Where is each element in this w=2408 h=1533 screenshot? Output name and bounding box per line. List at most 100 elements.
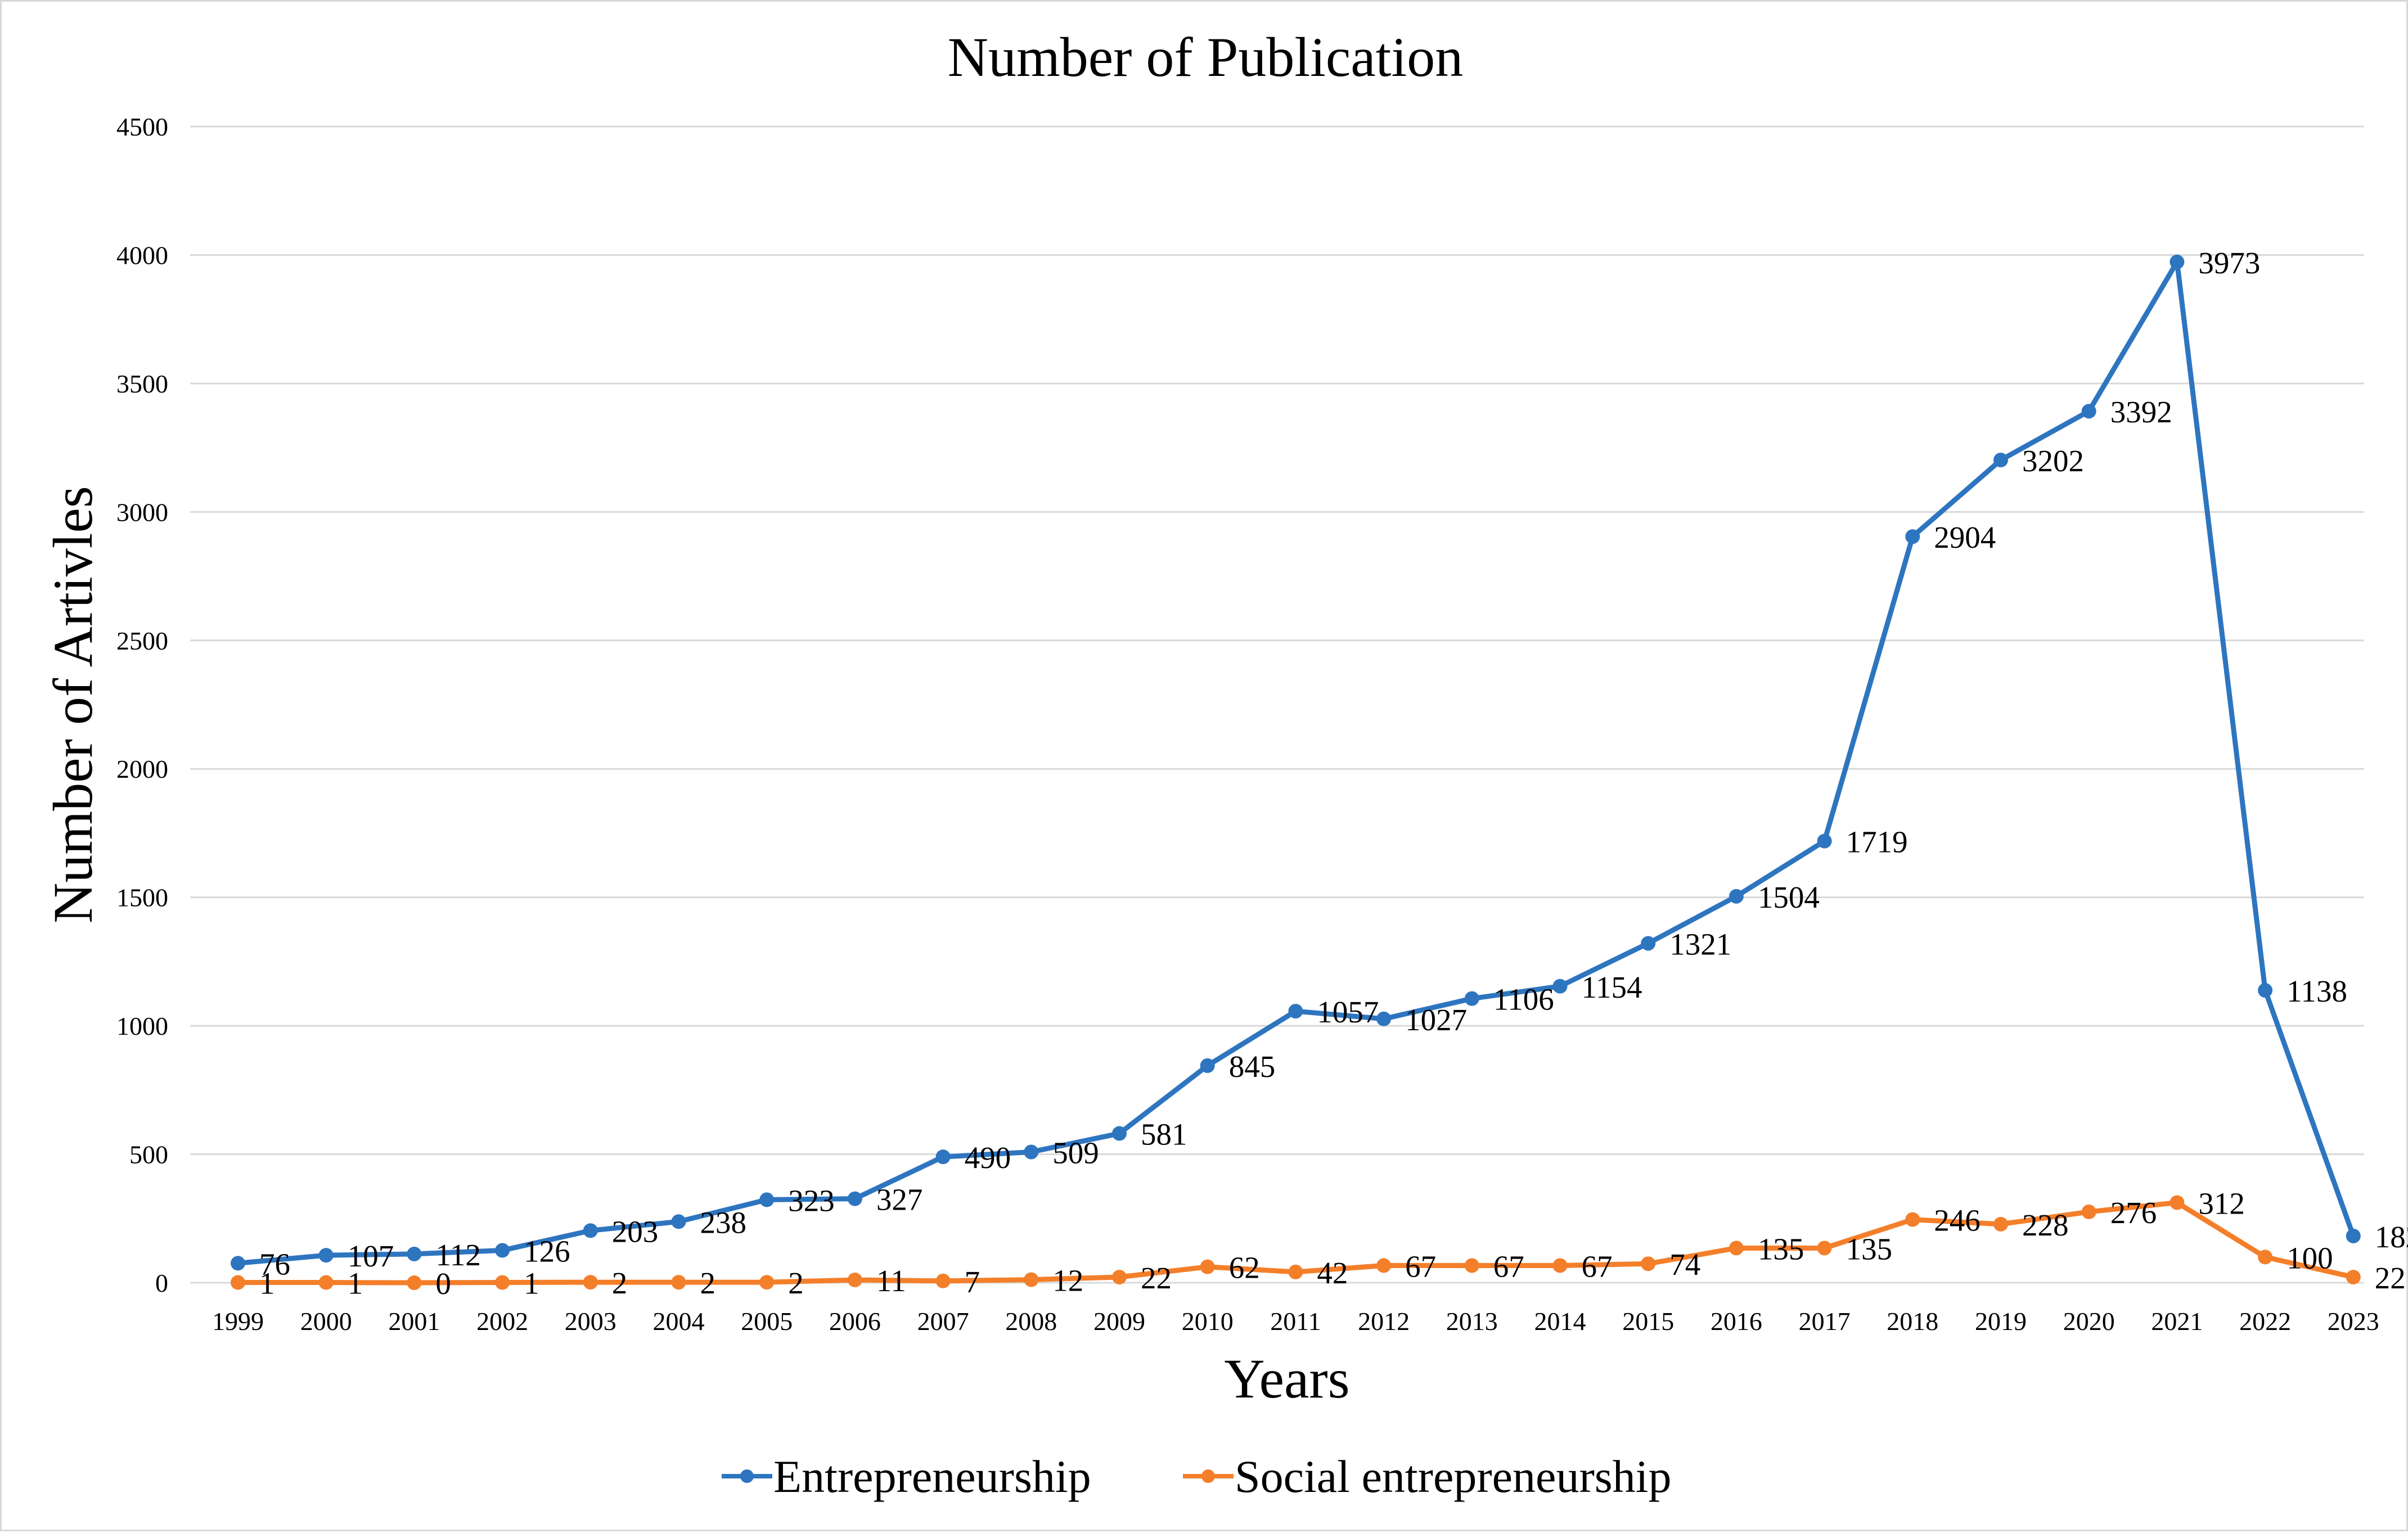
data-point-social-entrepreneurship-2003[interactable] [583, 1275, 598, 1290]
legend-marker-entrepreneurship [740, 1469, 754, 1483]
data-label-social-entrepreneurship-2018: 246 [1934, 1203, 1981, 1238]
data-point-social-entrepreneurship-2020[interactable] [2081, 1204, 2096, 1219]
data-point-entrepreneurship-2009[interactable] [1112, 1126, 1127, 1141]
data-point-entrepreneurship-2007[interactable] [935, 1149, 951, 1165]
y-tick-label-3500: 3500 [116, 369, 168, 398]
data-point-social-entrepreneurship-2021[interactable] [2170, 1195, 2185, 1210]
data-label-social-entrepreneurship-2015: 74 [1669, 1247, 1700, 1282]
data-label-entrepreneurship-2003: 203 [612, 1214, 659, 1248]
data-point-social-entrepreneurship-2014[interactable] [1552, 1258, 1568, 1273]
data-point-social-entrepreneurship-2022[interactable] [2258, 1250, 2273, 1265]
data-point-social-entrepreneurship-2011[interactable] [1288, 1264, 1303, 1279]
y-tick-label-2500: 2500 [116, 626, 168, 655]
data-point-social-entrepreneurship-2015[interactable] [1641, 1256, 1656, 1272]
chart-title: Number of Publication [948, 26, 1464, 88]
x-tick-label-2018: 2018 [1887, 1307, 1938, 1336]
data-point-entrepreneurship-2012[interactable] [1376, 1011, 1392, 1026]
x-tick-label-2020: 2020 [2063, 1307, 2115, 1336]
data-point-social-entrepreneurship-2002[interactable] [495, 1275, 510, 1290]
y-tick-label-2000: 2000 [116, 755, 168, 783]
data-point-social-entrepreneurship-2000[interactable] [318, 1275, 334, 1290]
data-point-entrepreneurship-2006[interactable] [847, 1191, 862, 1206]
data-point-entrepreneurship-2004[interactable] [671, 1214, 686, 1229]
data-point-entrepreneurship-2019[interactable] [1993, 453, 2008, 468]
data-point-entrepreneurship-2018[interactable] [1905, 529, 1920, 544]
legend-item-social-entrepreneurship[interactable]: Social entrepreneurship [1183, 1451, 1671, 1502]
data-label-social-entrepreneurship-2004: 2 [700, 1266, 716, 1300]
data-label-entrepreneurship-2022: 1138 [2287, 974, 2347, 1008]
data-label-entrepreneurship-2014: 1154 [1582, 970, 1642, 1004]
x-tick-label-2012: 2012 [1358, 1307, 1410, 1336]
data-point-entrepreneurship-1999[interactable] [231, 1256, 245, 1271]
data-point-social-entrepreneurship-2010[interactable] [1200, 1259, 1215, 1274]
legend: Entrepreneurship Social entrepreneurship [722, 1451, 1671, 1502]
data-point-entrepreneurship-2005[interactable] [759, 1192, 775, 1207]
data-point-social-entrepreneurship-2006[interactable] [847, 1272, 862, 1287]
data-point-social-entrepreneurship-2005[interactable] [759, 1275, 775, 1290]
data-point-social-entrepreneurship-2009[interactable] [1112, 1269, 1127, 1284]
x-tick-label-2007: 2007 [917, 1307, 969, 1336]
data-point-entrepreneurship-2010[interactable] [1200, 1058, 1215, 1073]
x-tick-label-2023: 2023 [2328, 1307, 2379, 1336]
data-point-entrepreneurship-2016[interactable] [1729, 889, 1744, 904]
x-tick-label-2011: 2011 [1270, 1307, 1321, 1336]
data-point-social-entrepreneurship-2012[interactable] [1376, 1258, 1392, 1273]
data-label-social-entrepreneurship-2001: 0 [435, 1266, 451, 1301]
data-point-social-entrepreneurship-2018[interactable] [1905, 1212, 1920, 1227]
data-point-entrepreneurship-2008[interactable] [1024, 1144, 1039, 1160]
data-point-entrepreneurship-2017[interactable] [1817, 833, 1832, 849]
data-point-entrepreneurship-2014[interactable] [1552, 979, 1568, 994]
data-label-social-entrepreneurship-2023: 22 [2375, 1261, 2406, 1295]
data-point-social-entrepreneurship-2007[interactable] [935, 1273, 951, 1288]
data-label-social-entrepreneurship-2019: 228 [2022, 1208, 2069, 1242]
data-label-entrepreneurship-2013: 1106 [1493, 982, 1554, 1017]
data-label-entrepreneurship-2002: 126 [524, 1234, 570, 1268]
data-point-entrepreneurship-2011[interactable] [1288, 1004, 1303, 1019]
data-point-social-entrepreneurship-2004[interactable] [671, 1275, 686, 1290]
data-label-entrepreneurship-2011: 1057 [1317, 995, 1379, 1029]
data-point-entrepreneurship-2000[interactable] [318, 1248, 334, 1263]
data-point-entrepreneurship-2020[interactable] [2081, 404, 2096, 419]
x-axis-ticks: 1999 2000 2001 2002 2003 2004 2005 2006 2007 2008… [212, 1307, 2379, 1336]
data-label-social-entrepreneurship-2011: 42 [1317, 1256, 1348, 1290]
data-point-social-entrepreneurship-2008[interactable] [1024, 1272, 1039, 1287]
data-point-entrepreneurship-2013[interactable] [1464, 991, 1479, 1006]
legend-marker-social-entrepreneurship [1201, 1469, 1215, 1483]
data-label-social-entrepreneurship-2012: 67 [1405, 1249, 1436, 1283]
data-label-social-entrepreneurship-2010: 62 [1229, 1251, 1260, 1285]
gridlines [190, 125, 2364, 1284]
data-label-entrepreneurship-2012: 1027 [1405, 1003, 1467, 1037]
data-point-social-entrepreneurship-2013[interactable] [1464, 1258, 1479, 1273]
legend-item-entrepreneurship[interactable]: Entrepreneurship [722, 1451, 1091, 1502]
x-tick-label-2014: 2014 [1534, 1307, 1586, 1336]
data-point-entrepreneurship-2023[interactable] [2346, 1228, 2361, 1243]
data-point-social-entrepreneurship-2023[interactable] [2346, 1269, 2361, 1284]
data-point-entrepreneurship-2003[interactable] [583, 1223, 598, 1238]
x-tick-label-1999: 1999 [212, 1307, 264, 1336]
data-point-social-entrepreneurship-2016[interactable] [1729, 1241, 1744, 1256]
data-label-social-entrepreneurship-2016: 135 [1758, 1232, 1804, 1266]
data-label-social-entrepreneurship-1999: 1 [259, 1266, 275, 1301]
data-label-entrepreneurship-2018: 2904 [1934, 520, 1996, 554]
data-label-social-entrepreneurship-2000: 1 [348, 1266, 363, 1301]
x-tick-label-2021: 2021 [2151, 1307, 2203, 1336]
y-tick-label-0: 0 [155, 1269, 168, 1297]
data-label-entrepreneurship-2000: 107 [348, 1239, 394, 1273]
data-point-social-entrepreneurship-1999[interactable] [231, 1275, 245, 1290]
data-label-social-entrepreneurship-2022: 100 [2287, 1241, 2333, 1275]
x-tick-label-2010: 2010 [1182, 1307, 1234, 1336]
data-point-social-entrepreneurship-2019[interactable] [1993, 1216, 2008, 1232]
x-tick-label-2004: 2004 [653, 1307, 705, 1336]
data-label-social-entrepreneurship-2006: 11 [876, 1264, 906, 1298]
series-lines [231, 254, 2361, 1290]
data-point-entrepreneurship-2001[interactable] [407, 1246, 422, 1261]
y-tick-label-4500: 4500 [116, 112, 168, 141]
data-point-entrepreneurship-2021[interactable] [2170, 254, 2185, 269]
data-point-entrepreneurship-2022[interactable] [2258, 983, 2273, 998]
data-point-entrepreneurship-2002[interactable] [495, 1243, 510, 1258]
data-point-social-entrepreneurship-2017[interactable] [1817, 1241, 1832, 1256]
x-axis-title: Years [1224, 1347, 1349, 1410]
data-point-social-entrepreneurship-2001[interactable] [407, 1275, 422, 1290]
data-point-entrepreneurship-2015[interactable] [1641, 936, 1656, 951]
